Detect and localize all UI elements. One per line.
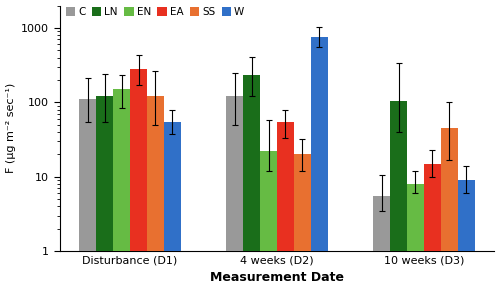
- Bar: [113, 89, 130, 290]
- Legend: C, LN, EN, EA, SS, W: C, LN, EN, EA, SS, W: [64, 6, 246, 18]
- Bar: [311, 37, 328, 290]
- Bar: [458, 180, 474, 290]
- X-axis label: Measurement Date: Measurement Date: [210, 271, 344, 284]
- Bar: [294, 154, 311, 290]
- Bar: [243, 75, 260, 290]
- Bar: [407, 184, 424, 290]
- Bar: [373, 196, 390, 290]
- Bar: [130, 69, 147, 290]
- Bar: [277, 122, 294, 290]
- Bar: [147, 96, 164, 290]
- Y-axis label: F (μg m⁻² sec⁻¹): F (μg m⁻² sec⁻¹): [6, 83, 16, 173]
- Bar: [390, 101, 407, 290]
- Bar: [424, 164, 441, 290]
- Bar: [164, 122, 180, 290]
- Bar: [80, 99, 96, 290]
- Bar: [96, 96, 113, 290]
- Bar: [226, 96, 243, 290]
- Bar: [441, 128, 458, 290]
- Bar: [260, 151, 277, 290]
